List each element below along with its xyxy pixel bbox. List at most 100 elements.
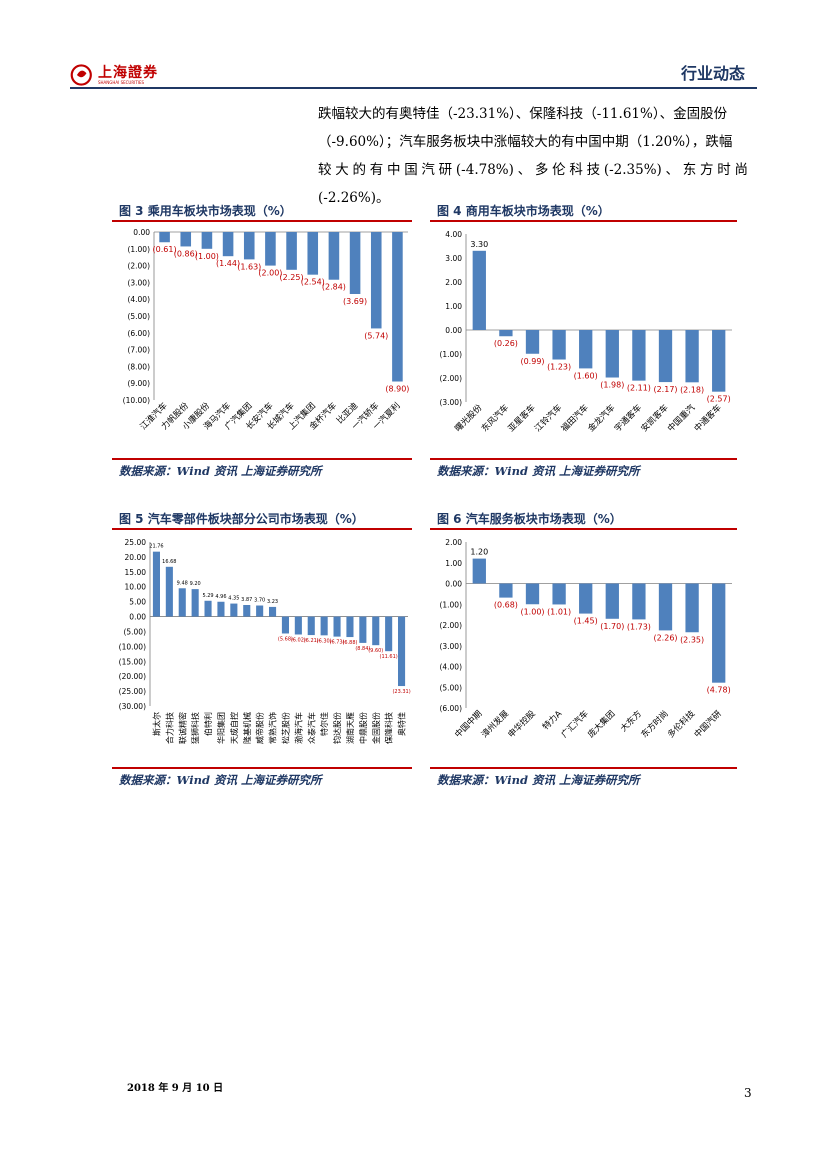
figure-6-chart: 2.00 1.00 0.00 (1.00) (2.00) (3.00) (4.00) (5.0… — [439, 538, 732, 740]
y-tick-label: (25.00) — [119, 687, 146, 696]
figure-rule — [430, 528, 737, 530]
y-tick-label: 5.00 — [129, 598, 146, 607]
category-label: 奥特佳 — [397, 712, 407, 736]
chart-bar — [685, 583, 699, 633]
y-tick-label: (1.00) — [127, 245, 150, 254]
chart-bar — [159, 232, 170, 243]
category-label: 中国中期 — [453, 708, 485, 740]
data-label: (11.61) — [380, 654, 398, 660]
category-label: 宇通客车 — [612, 402, 644, 434]
data-label: (1.44) — [216, 259, 240, 268]
company-logo — [70, 64, 92, 86]
category-label: 特力A — [540, 708, 564, 732]
data-label: (2.57) — [707, 395, 731, 404]
chart-bar — [579, 330, 593, 369]
category-label: 大东方 — [618, 708, 644, 734]
chart-bar — [269, 606, 277, 617]
data-label: (0.26) — [494, 339, 518, 348]
figure-3-title: 图 3 乘用车板块市场表现（%） — [119, 204, 292, 218]
data-label: (1.63) — [237, 262, 261, 271]
data-label: (1.00) — [520, 607, 544, 616]
y-tick-label: 15.00 — [125, 568, 147, 577]
chart-bar — [632, 330, 646, 381]
data-label: (6.88) — [342, 640, 357, 646]
category-label: 伯特利 — [203, 712, 213, 736]
data-label: (2.25) — [280, 273, 304, 282]
chart-bar — [307, 616, 315, 636]
category-label: 斯太尔 — [151, 712, 161, 736]
category-label: 申华控股 — [506, 708, 538, 740]
figure-4-title: 图 4 商用车板块市场表现（%） — [437, 204, 610, 218]
y-tick-label: (4.00) — [439, 663, 462, 672]
chart-bar — [320, 616, 328, 636]
chart-bar — [658, 330, 673, 383]
header-rule — [70, 87, 757, 89]
chart-bar — [605, 330, 619, 378]
figure-rule — [112, 528, 412, 530]
logo-text: 上海證券 — [98, 65, 158, 81]
figure-rule — [430, 767, 737, 769]
data-label: (2.54) — [301, 278, 325, 287]
category-label: 中国汽研 — [692, 708, 724, 740]
y-tick-label: 25.00 — [125, 538, 147, 547]
data-label: (0.68) — [494, 601, 518, 610]
y-tick-label: (7.00) — [127, 346, 150, 355]
chart-bar — [222, 232, 234, 257]
chart-bar — [333, 616, 341, 637]
category-label: 钧达股份 — [332, 712, 342, 744]
y-tick-label: 2.00 — [445, 278, 462, 287]
data-label: (3.69) — [343, 297, 367, 306]
data-label: (0.61) — [153, 245, 177, 254]
data-label: (8.84) — [355, 646, 370, 652]
chart-bar — [230, 603, 238, 617]
y-tick-label: 2.00 — [445, 538, 462, 547]
category-label: 众泰汽车 — [306, 712, 316, 744]
chart-bar — [370, 232, 382, 329]
category-label: 金固股份 — [371, 712, 381, 744]
y-tick-label: 0.00 — [129, 613, 146, 622]
chart-bar — [632, 583, 646, 620]
data-label: (2.17) — [653, 385, 677, 394]
chart-bar — [286, 232, 297, 270]
y-tick-label: (3.00) — [439, 642, 462, 651]
chart-bar — [712, 583, 726, 683]
chart-bar — [499, 583, 513, 598]
chart-bar — [328, 232, 340, 280]
data-label: 1.20 — [470, 548, 488, 557]
chart-bar — [191, 589, 199, 617]
figure-5-title: 图 5 汽车零部件板块部分公司市场表现（%） — [119, 512, 364, 526]
figure-5-chart: 25.00 20.00 15.00 10.00 5.00 0.00 (5.00) (10.00… — [119, 538, 411, 744]
data-label: 3.30 — [470, 240, 488, 249]
figure-3-source: 数据来源：Wind 资讯 上海证券研究所 — [119, 464, 322, 478]
category-label: 金龙汽车 — [586, 402, 618, 434]
y-tick-label: (10.00) — [119, 642, 146, 651]
chart-bar — [385, 616, 393, 652]
data-label: 9.20 — [190, 581, 201, 587]
figure-rule — [112, 458, 412, 460]
y-tick-label: (2.00) — [439, 621, 462, 630]
y-tick-label: (2.00) — [439, 374, 462, 383]
data-label: 4.96 — [215, 594, 226, 600]
data-label: (2.18) — [680, 385, 704, 394]
data-label: (6.21) — [304, 638, 319, 644]
chart-bar — [472, 250, 486, 330]
category-label: 威帝股份 — [255, 712, 265, 744]
data-label: 4.35 — [228, 596, 239, 602]
paragraph-line: 跌幅较大的有奥特佳（-23.31%）、保隆科技（-11.61%）、金固股份 — [318, 106, 728, 122]
data-label: (0.99) — [520, 357, 544, 366]
y-tick-label: (5.00) — [127, 312, 150, 321]
figure-rule — [112, 220, 412, 222]
category-label: 合力科技 — [164, 712, 174, 744]
figure-3-chart: 0.00 (1.00) (2.00) (3.00) (4.00) (5.00) (6.00)… — [123, 228, 410, 432]
category-label: 庞大集团 — [586, 708, 618, 740]
y-tick-label: (30.00) — [119, 702, 146, 711]
category-label: 常熟汽饰 — [268, 712, 278, 744]
data-label: (1.01) — [547, 607, 571, 616]
category-label: 渤海汽车 — [293, 712, 303, 744]
data-label: (1.45) — [574, 617, 598, 626]
chart-bar — [372, 616, 380, 646]
chart-bar — [712, 330, 726, 392]
y-tick-label: 0.00 — [133, 228, 150, 237]
data-label: (1.60) — [574, 371, 598, 380]
data-label: (6.30) — [317, 638, 332, 644]
